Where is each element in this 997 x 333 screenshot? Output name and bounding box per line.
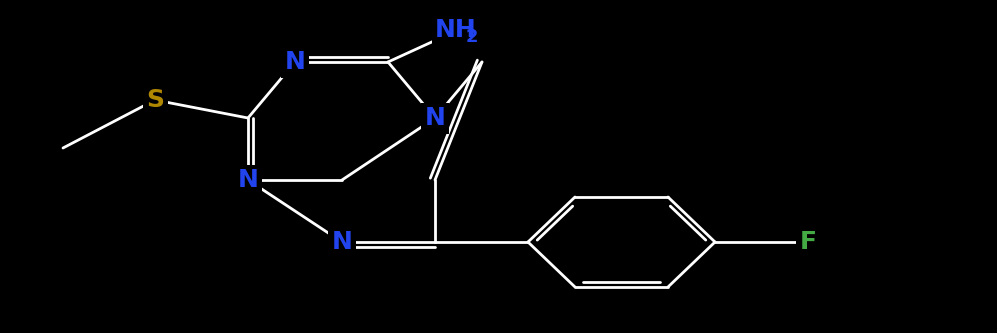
Text: N: N [237,168,258,192]
Text: S: S [146,88,164,112]
Text: 2: 2 [466,28,479,46]
Text: F: F [800,230,817,254]
Text: N: N [284,50,305,74]
Text: N: N [425,106,446,130]
Text: N: N [332,230,352,254]
Text: NH: NH [435,18,477,42]
